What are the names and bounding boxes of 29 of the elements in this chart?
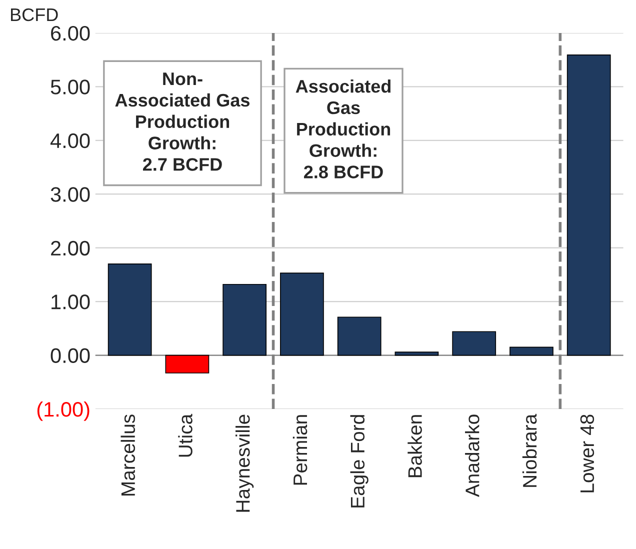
x-tick-label: Bakken	[408, 415, 422, 478]
bar	[452, 331, 496, 356]
y-tick-label: 2.00	[51, 240, 90, 256]
y-tick-label: 1.00	[52, 294, 90, 310]
y-tick-label: 4.00	[50, 133, 90, 148]
y-axis-title: BCFD	[11, 8, 58, 22]
bar	[337, 316, 382, 356]
y-tick-label: 3.00	[50, 187, 90, 202]
x-tick-label: Eagle Ford	[350, 415, 368, 508]
x-tick-label: Utica	[178, 414, 192, 457]
bar	[108, 264, 152, 356]
x-tick-label: Anadarko	[465, 414, 480, 498]
bar	[222, 284, 267, 356]
y-tick-label: 6.00	[51, 26, 90, 41]
bar	[165, 354, 210, 374]
annotation: Non- Associated Gas Production Growth: 2.7 BCFD	[115, 72, 250, 171]
bar	[566, 54, 611, 356]
y-tick-label: (1.00)	[37, 401, 90, 421]
x-tick-label: Niobrara	[522, 414, 537, 487]
y-tick-label: 0.00	[50, 348, 90, 364]
bar	[394, 352, 439, 356]
x-tick-label: Permian	[292, 415, 308, 485]
annotation: Associated Gas Production Growth: 2.8 BCFD	[296, 79, 390, 178]
y-tick-label: 5.00	[50, 80, 90, 94]
x-tick-label: Marcellus	[120, 414, 136, 496]
x-tick-label: Haynesville	[236, 414, 254, 512]
x-tick-label: Lower 48	[580, 414, 594, 492]
bar	[280, 272, 324, 356]
bar	[510, 346, 554, 356]
